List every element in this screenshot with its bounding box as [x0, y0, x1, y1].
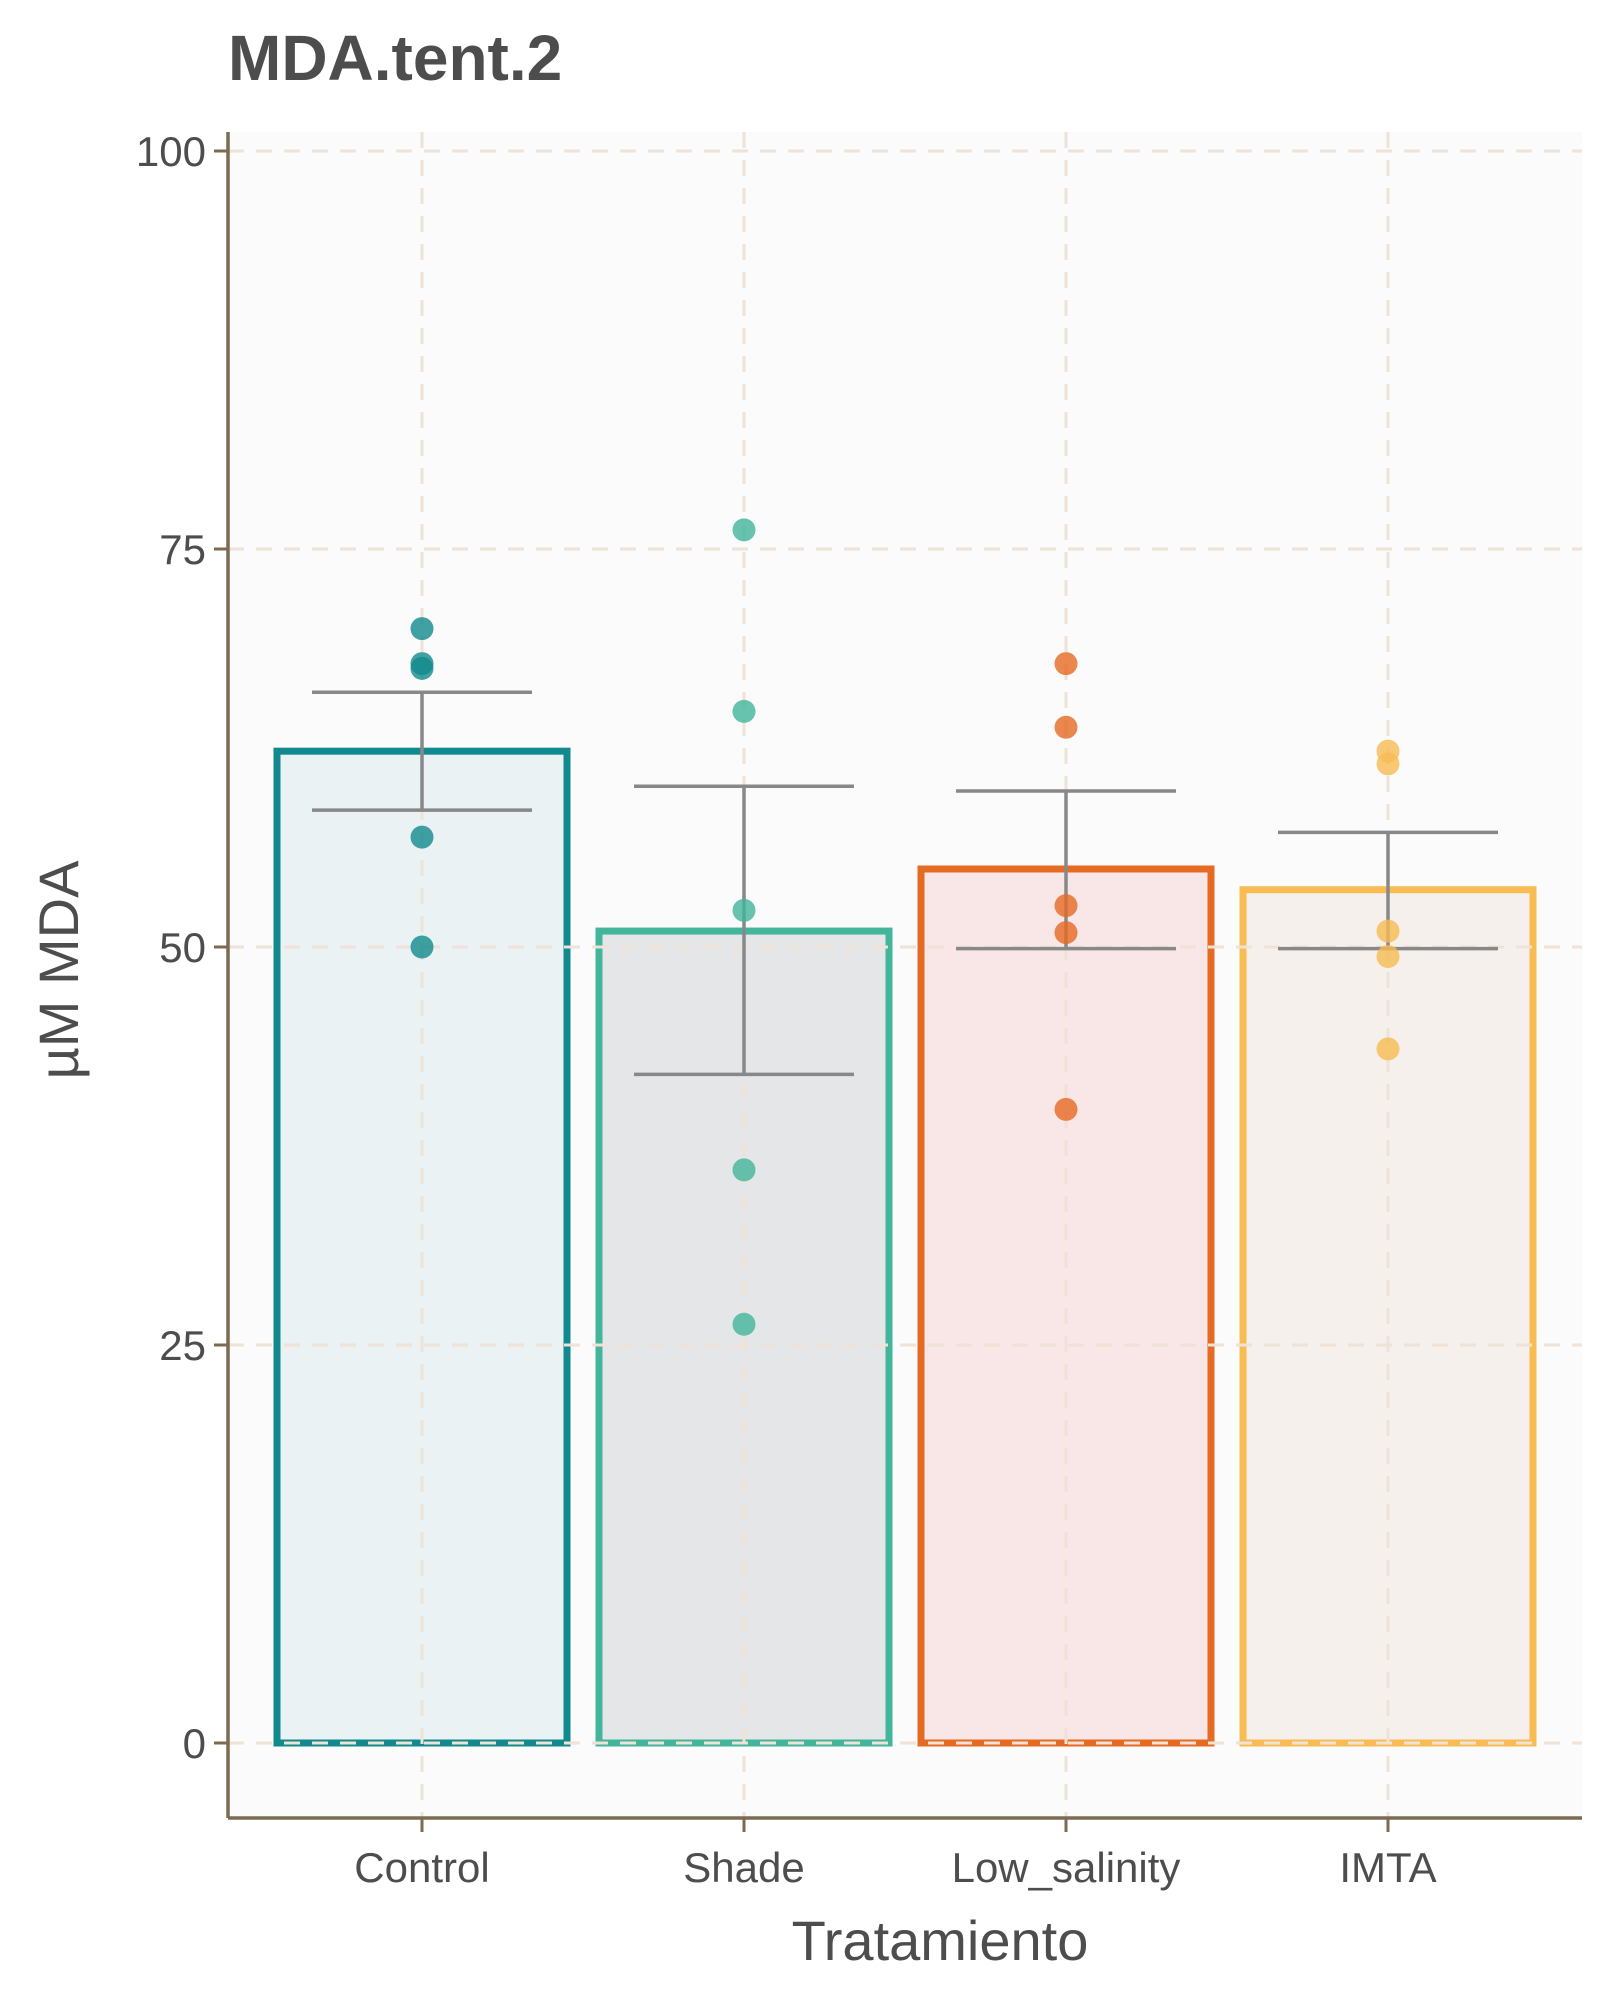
x-tick-label-imta: IMTA [1339, 1844, 1436, 1891]
data-point-shade-5 [732, 1312, 756, 1336]
chart-title: MDA.tent.2 [228, 22, 562, 94]
plot-area: 0 25 50 75 100 Control Shade Low_salinity IMTA [136, 128, 1582, 1891]
data-point-shade-3 [732, 898, 756, 922]
data-point-control-4 [410, 825, 434, 849]
data-point-low_salinity-4 [1054, 921, 1078, 945]
data-point-control-3 [410, 656, 434, 680]
data-point-shade-4 [732, 1158, 756, 1182]
data-point-low_salinity-5 [1054, 1097, 1078, 1121]
data-point-imta-3 [1376, 919, 1400, 943]
data-point-low_salinity-1 [1054, 652, 1078, 676]
data-point-low_salinity-3 [1054, 894, 1078, 918]
y-tick-label-25: 25 [159, 1322, 206, 1369]
data-point-low_salinity-2 [1054, 715, 1078, 739]
data-point-imta-4 [1376, 945, 1400, 969]
x-tick-label-low_salinity: Low_salinity [952, 1844, 1181, 1891]
y-tick-label-100: 100 [136, 128, 206, 175]
data-point-control-5 [410, 935, 434, 959]
y-tick-label-0: 0 [183, 1720, 206, 1767]
y-tick-label-75: 75 [159, 526, 206, 573]
y-tick-label-50: 50 [159, 924, 206, 971]
data-point-imta-5 [1376, 1037, 1400, 1061]
data-point-control-1 [410, 617, 434, 641]
data-point-shade-1 [732, 518, 756, 542]
y-axis-title: µM MDA [27, 860, 90, 1080]
data-point-imta-2 [1376, 752, 1400, 776]
data-point-shade-2 [732, 699, 756, 723]
x-tick-label-shade: Shade [683, 1844, 804, 1891]
x-axis-title: Tratamiento [792, 1909, 1089, 1972]
x-tick-label-control: Control [354, 1844, 489, 1891]
